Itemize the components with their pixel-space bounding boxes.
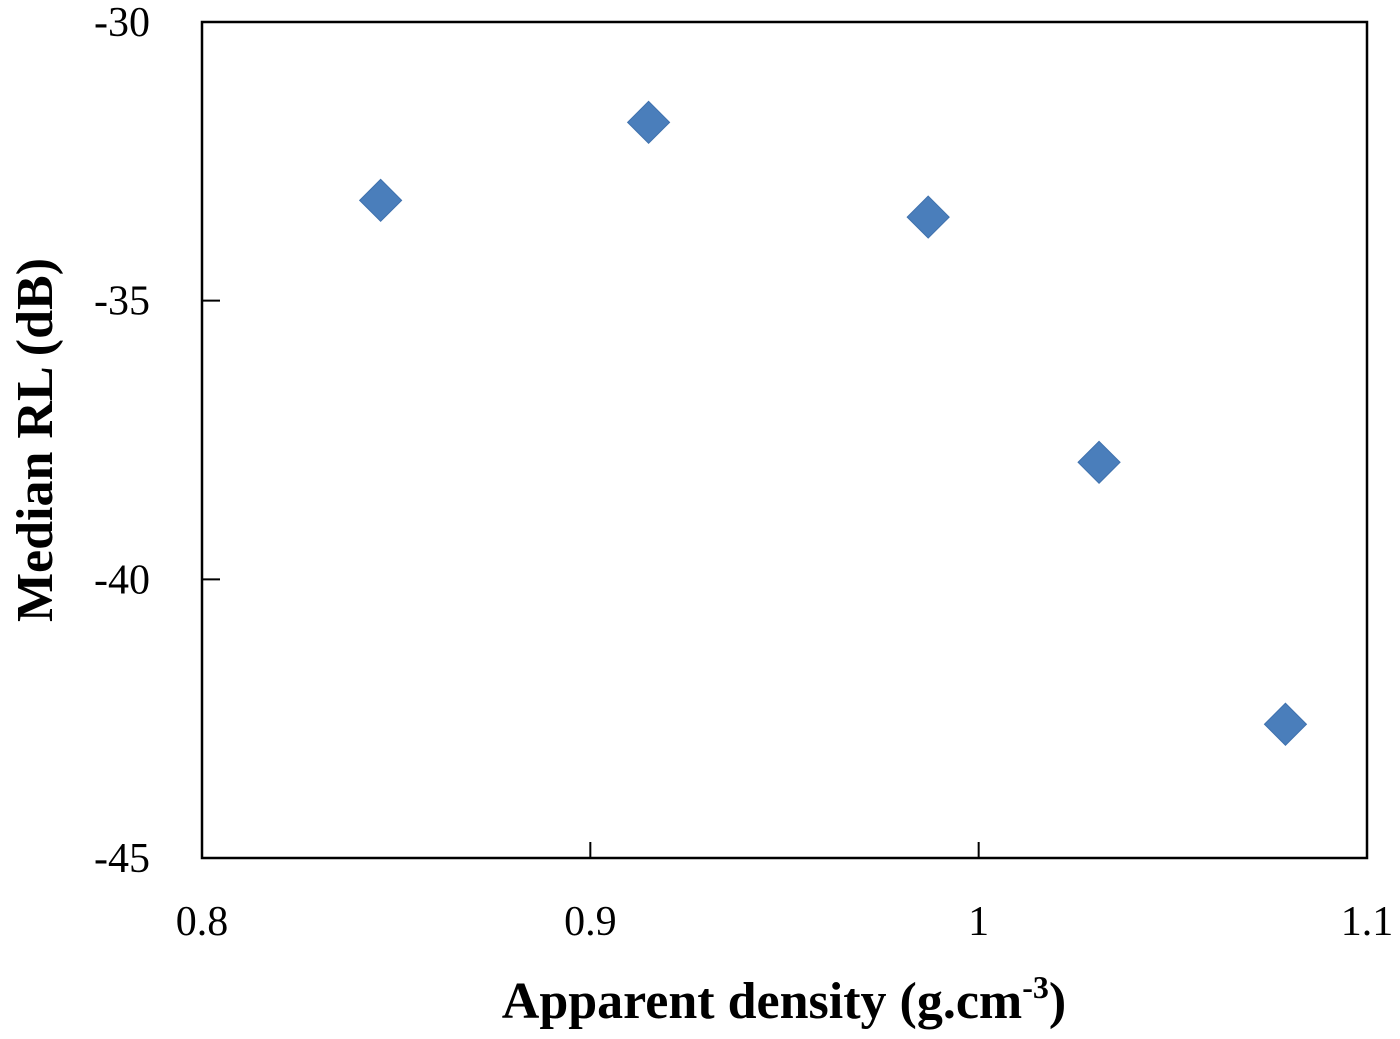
y-axis: -30 -35 -40 -45 [94, 0, 220, 882]
x-tick-label: 0.8 [176, 899, 229, 945]
y-tick-label: -40 [94, 557, 150, 603]
x-axis-title: Apparent density (g.cm-3) [502, 969, 1066, 1030]
data-point-diamond [906, 195, 950, 239]
data-series [358, 100, 1308, 746]
data-point-diamond [1263, 702, 1308, 746]
data-point-diamond [1077, 440, 1121, 485]
data-point-diamond [358, 178, 403, 223]
data-point-diamond [626, 100, 671, 145]
plot-area [200, 20, 1369, 860]
x-axis: 0.8 0.9 1 1.1 [176, 842, 1394, 945]
plot-border [200, 20, 1369, 860]
x-tick-label: 1 [968, 899, 989, 945]
y-tick-label: -45 [94, 836, 150, 882]
y-tick-label: -35 [94, 279, 150, 325]
x-tick-label: 0.9 [564, 899, 617, 945]
y-tick-label: -30 [94, 0, 150, 46]
x-tick-label: 1.1 [1341, 899, 1394, 945]
y-axis-title: Median RL (dB) [7, 258, 64, 622]
